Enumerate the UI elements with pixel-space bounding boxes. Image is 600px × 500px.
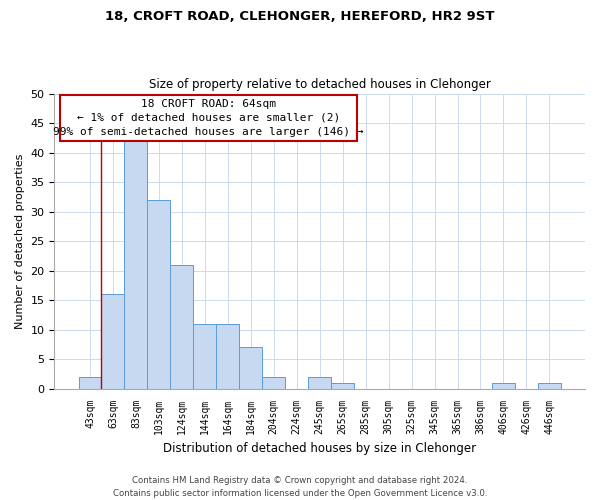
Bar bbox=[538, 383, 561, 388]
Bar bbox=[124, 141, 148, 388]
Text: Contains HM Land Registry data © Crown copyright and database right 2024.
Contai: Contains HM Land Registry data © Crown c… bbox=[113, 476, 487, 498]
X-axis label: Distribution of detached houses by size in Clehonger: Distribution of detached houses by size … bbox=[163, 442, 476, 455]
Bar bbox=[170, 264, 193, 388]
Bar bbox=[239, 348, 262, 389]
Bar bbox=[101, 294, 124, 388]
Bar bbox=[492, 383, 515, 388]
Bar bbox=[79, 377, 101, 388]
Text: 18, CROFT ROAD, CLEHONGER, HEREFORD, HR2 9ST: 18, CROFT ROAD, CLEHONGER, HEREFORD, HR2… bbox=[105, 10, 495, 23]
Text: 18 CROFT ROAD: 64sqm
← 1% of detached houses are smaller (2)
99% of semi-detache: 18 CROFT ROAD: 64sqm ← 1% of detached ho… bbox=[53, 99, 364, 137]
Bar bbox=[331, 383, 354, 388]
Bar bbox=[217, 324, 239, 388]
Bar bbox=[308, 377, 331, 388]
Title: Size of property relative to detached houses in Clehonger: Size of property relative to detached ho… bbox=[149, 78, 491, 91]
Bar bbox=[148, 200, 170, 388]
FancyBboxPatch shape bbox=[60, 95, 357, 141]
Bar bbox=[193, 324, 217, 388]
Y-axis label: Number of detached properties: Number of detached properties bbox=[15, 154, 25, 329]
Bar bbox=[262, 377, 285, 388]
